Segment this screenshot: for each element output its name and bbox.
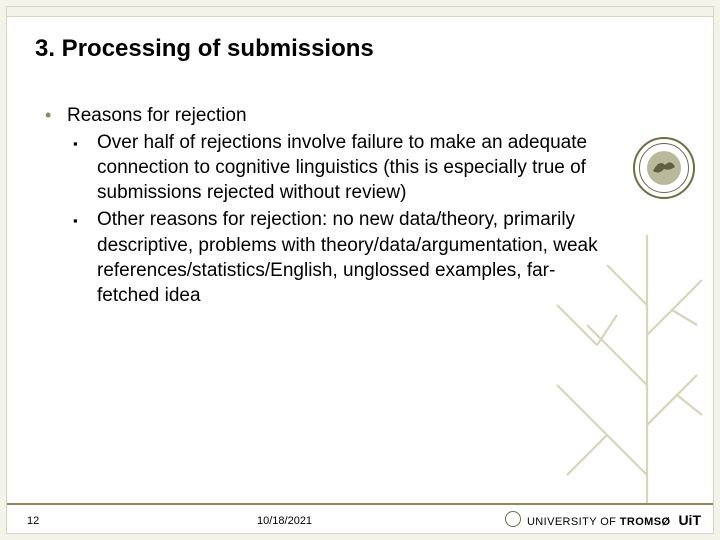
- slide-content: • Reasons for rejection ▪ Over half of r…: [45, 103, 603, 308]
- brand-text: UNIVERSITY OF TROMSØ: [527, 516, 671, 528]
- footer: 12 10/18/2021 UNIVERSITY OF TROMSØ UiT: [7, 503, 713, 533]
- slide-title: 3. Processing of submissions: [35, 35, 374, 63]
- page-number: 12: [27, 515, 39, 527]
- header-strip: [7, 7, 713, 17]
- mini-seal-icon: [505, 511, 521, 527]
- footer-date: 10/18/2021: [257, 515, 312, 527]
- footer-brand: UNIVERSITY OF TROMSØ UiT: [505, 509, 701, 528]
- bullet-marker: ▪: [73, 207, 97, 307]
- bullet-level1: • Reasons for rejection: [45, 103, 603, 128]
- bullet-level2: ▪ Other reasons for rejection: no new da…: [73, 207, 603, 307]
- bullet-text: Other reasons for rejection: no new data…: [97, 207, 603, 307]
- bullet-text: Over half of rejections involve failure …: [97, 130, 603, 205]
- brand-short: UiT: [678, 512, 701, 528]
- bullet-marker: ▪: [73, 130, 97, 205]
- bullet-marker: •: [45, 103, 67, 128]
- university-seal-icon: [633, 137, 695, 199]
- bullet-level2: ▪ Over half of rejections involve failur…: [73, 130, 603, 205]
- bullet-text: Reasons for rejection: [67, 103, 603, 128]
- slide: 3. Processing of submissions • Reasons f…: [6, 6, 714, 534]
